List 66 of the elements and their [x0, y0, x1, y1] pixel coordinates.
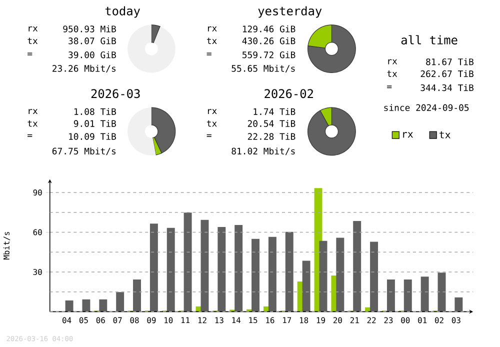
text: 430.26 GiB — [242, 38, 296, 44]
text: rx — [208, 109, 217, 114]
text: 20.54 TiB — [248, 120, 296, 128]
text: = — [206, 134, 212, 138]
bar — [302, 260, 310, 312]
text: rx — [388, 59, 398, 64]
text: = — [28, 134, 32, 138]
bar — [438, 272, 446, 312]
bar — [319, 241, 328, 312]
bar — [234, 225, 243, 312]
text: 23.26 Mbit/s — [52, 65, 116, 73]
bar — [116, 292, 124, 312]
bar — [65, 300, 74, 312]
text: = — [28, 52, 32, 56]
bar — [420, 276, 429, 312]
bar — [252, 239, 260, 312]
text: rx — [28, 109, 38, 114]
legend-label: tx — [439, 132, 450, 139]
bar — [454, 298, 463, 312]
bar — [150, 224, 158, 312]
bar — [82, 300, 90, 312]
text: 39.00 GiB — [68, 52, 116, 58]
chart-title: 2026-03 — [91, 89, 140, 98]
chart-title: yesterday — [258, 6, 322, 18]
bar — [386, 280, 395, 312]
text: rx — [208, 26, 217, 32]
bar — [268, 237, 276, 312]
bar — [404, 280, 412, 312]
chart-title: 2026-02 — [264, 89, 313, 98]
text: 38.07 GiB — [68, 38, 116, 44]
text: rx — [28, 26, 38, 32]
text: 129.46 GiB — [242, 26, 296, 33]
text: 10.09 TiB — [69, 133, 116, 140]
text: all time — [401, 35, 458, 45]
text: 950.93 MiB — [63, 26, 116, 33]
bar — [184, 212, 192, 312]
text: tx — [206, 120, 217, 127]
text: tx — [28, 38, 38, 44]
text: 55.65 Mbit/s — [232, 65, 295, 73]
text: tx — [28, 120, 38, 127]
text: tx — [206, 38, 217, 44]
bar — [99, 300, 108, 312]
text: since 2024-09-05 — [384, 104, 469, 112]
bar — [133, 280, 141, 312]
text: 67.75 Mbit/s — [52, 148, 116, 156]
text: 81.02 Mbit/s — [232, 148, 295, 156]
text: 344.34 TiB — [420, 84, 474, 92]
text: 262.67 TiB — [420, 70, 474, 78]
bar — [166, 228, 175, 312]
text: = — [387, 86, 392, 88]
text: 81.67 TiB — [426, 58, 474, 66]
text: 559.72 GiB — [242, 52, 296, 58]
bar — [285, 232, 294, 312]
text: 9.01 TiB — [74, 120, 116, 128]
text: tx — [387, 70, 398, 78]
legend-label: rx — [403, 132, 413, 138]
bar — [353, 221, 362, 312]
chart-title: today — [105, 6, 140, 18]
text: 22.28 TiB — [248, 133, 296, 140]
text: = — [206, 52, 212, 56]
bar — [218, 227, 226, 312]
bar — [200, 220, 209, 312]
text: 1.74 TiB — [254, 108, 296, 116]
bar — [370, 242, 378, 312]
bar — [336, 238, 344, 312]
text: 1.08 TiB — [74, 108, 116, 116]
